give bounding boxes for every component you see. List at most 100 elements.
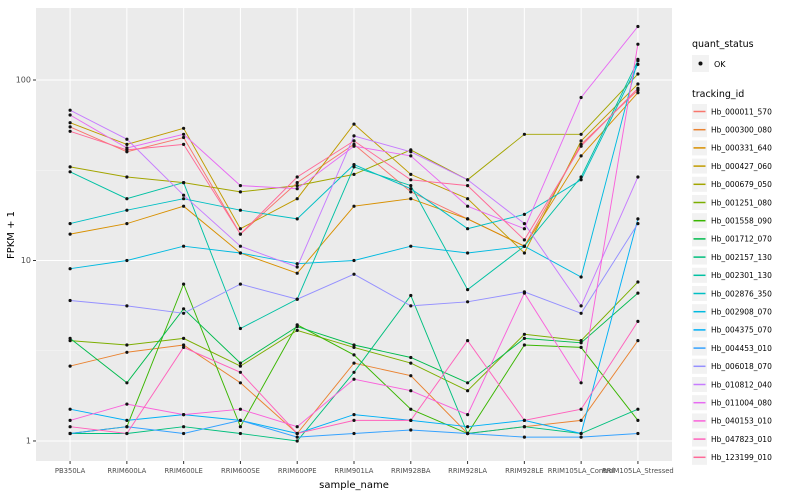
x-tick-label: RRIM105LA_Control: [548, 467, 615, 475]
data-point: [579, 144, 583, 148]
axis-layer: 1 10 100 PB350LA RRIM600LA RRIM600LE RRIM600SE…: [16, 76, 674, 475]
data-point: [522, 291, 527, 295]
data-point: [466, 339, 470, 343]
data-point: [182, 204, 186, 208]
data-point: [579, 304, 583, 308]
data-point: [295, 271, 299, 275]
legend-label: Hb_011004_080: [711, 399, 772, 408]
data-point: [466, 204, 470, 208]
data-point: [409, 178, 413, 182]
data-point: [409, 197, 413, 201]
data-point: [466, 425, 470, 429]
data-point: [352, 377, 356, 381]
data-point: [182, 132, 186, 136]
x-tick-label: RRIM901LA: [335, 467, 374, 475]
data-point: [295, 265, 299, 269]
data-point: [125, 222, 129, 226]
data-point: [352, 139, 356, 143]
data-point: [466, 217, 470, 221]
data-point: [636, 91, 640, 95]
legend-label: Hb_001558_090: [711, 217, 772, 226]
data-point: [68, 407, 72, 411]
data-point: [466, 389, 470, 393]
x-tick-label: RRIM600SE: [221, 467, 260, 475]
data-point: [636, 418, 640, 422]
data-point: [182, 126, 186, 130]
data-point: [125, 137, 129, 141]
data-point: [636, 319, 640, 323]
data-point: [295, 187, 299, 191]
legend-entry: Hb_002908_070: [692, 304, 772, 320]
data-point: [409, 418, 413, 422]
data-point: [238, 370, 242, 374]
y-tick-label: 10: [21, 256, 31, 265]
data-point: [68, 129, 72, 133]
legend-label: Hb_000427_060: [711, 162, 772, 171]
x-tick-label: RRIM928BA: [391, 467, 431, 475]
data-point: [409, 187, 413, 191]
data-point: [466, 288, 470, 292]
data-point: [125, 381, 129, 385]
data-point: [125, 418, 129, 422]
data-point: [125, 343, 129, 347]
data-point: [522, 343, 527, 347]
data-point: [238, 431, 242, 436]
legend-label: Hb_000331_640: [711, 144, 772, 153]
data-point: [522, 336, 527, 340]
data-point: [125, 208, 129, 212]
data-point: [579, 339, 583, 343]
data-point: [295, 431, 299, 436]
legend-entry: Hb_010812_040: [692, 377, 772, 392]
data-point: [182, 425, 186, 429]
data-point: [636, 175, 640, 179]
legend-entry: Hb_006018_070: [692, 358, 772, 374]
data-point: [522, 418, 527, 422]
data-point: [409, 389, 413, 393]
data-point: [579, 175, 583, 179]
data-point: [125, 142, 129, 146]
legend-label: Hb_001251_080: [711, 198, 772, 207]
data-point: [352, 418, 356, 422]
data-point: [238, 227, 242, 231]
data-point: [522, 251, 527, 255]
data-point: [466, 184, 470, 188]
data-point: [352, 165, 356, 169]
x-tick-label: RRIM928LA: [448, 467, 487, 475]
x-tick-label: RRIM600LA: [107, 467, 146, 475]
data-point: [295, 197, 299, 201]
data-point: [295, 184, 299, 188]
data-point: [466, 178, 470, 182]
data-point: [125, 425, 129, 429]
data-point: [182, 181, 186, 185]
legend-label: Hb_002301_130: [711, 271, 772, 280]
data-points-layer: [68, 24, 640, 443]
legend-label: Hb_001712_070: [711, 235, 772, 244]
data-point: [636, 86, 640, 90]
data-point: [409, 293, 413, 298]
legend-label: Hb_004375_070: [711, 326, 772, 335]
legend-label: Hb_002908_070: [711, 308, 772, 317]
data-point: [238, 251, 242, 255]
data-point: [636, 339, 640, 343]
data-point: [125, 258, 129, 263]
data-point: [352, 370, 356, 374]
data-point: [352, 361, 356, 365]
data-point: [182, 282, 186, 286]
data-point: [238, 361, 242, 365]
data-point: [295, 435, 299, 439]
data-point: [636, 291, 640, 295]
data-point: [238, 381, 242, 385]
legend-quant-status-title: quant_status: [692, 39, 754, 50]
legend-label: Hb_040153_010: [711, 417, 772, 426]
x-tick-label: PB350LA: [55, 467, 86, 475]
data-point: [409, 361, 413, 365]
data-point: [352, 204, 356, 208]
legend-quant-status-entries: OK: [692, 55, 726, 72]
legend-entry: Hb_000331_640: [692, 140, 772, 156]
data-point: [182, 244, 186, 248]
data-point: [295, 325, 299, 329]
data-point: [579, 345, 583, 349]
data-point: [636, 62, 640, 66]
data-point: [68, 267, 72, 271]
